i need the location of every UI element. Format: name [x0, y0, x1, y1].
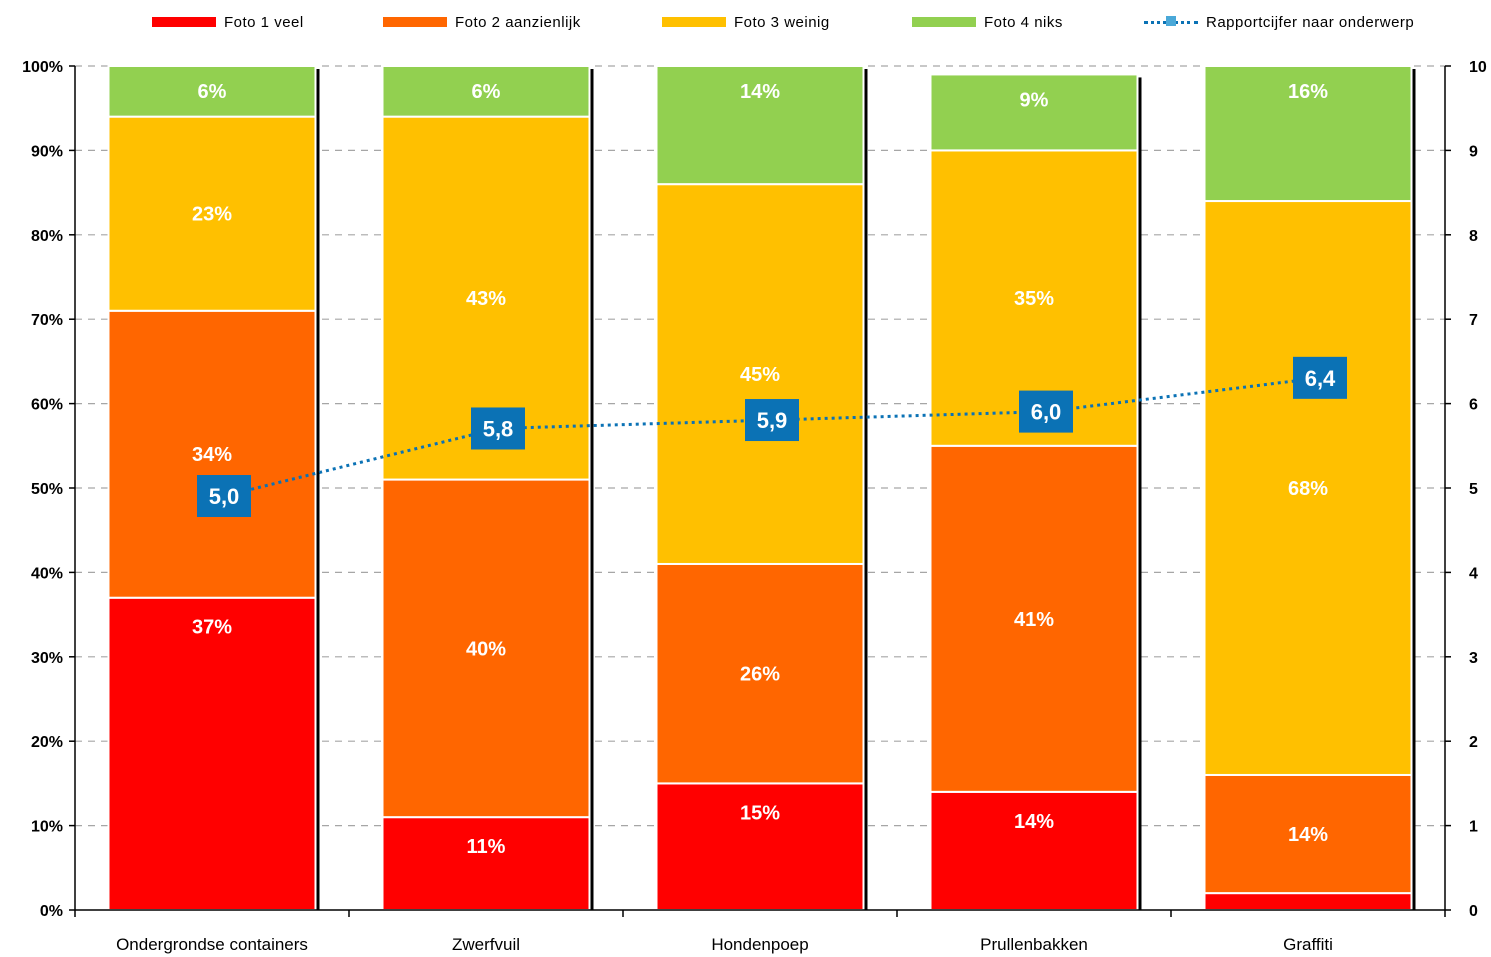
- rapportcijfer-marker: [197, 475, 251, 517]
- y-right-tick-label: 1: [1469, 819, 1478, 836]
- legend-line-rapportcijfer: [1144, 12, 1198, 32]
- rapportcijfer-marker: [1019, 390, 1073, 433]
- bar-segment: [107, 596, 317, 911]
- bar-data-label: 41%: [1014, 609, 1054, 631]
- bar-segment: [381, 816, 591, 911]
- bar-data-label: 35%: [1014, 288, 1054, 310]
- rapportcijfer-label: 5,8: [483, 416, 514, 441]
- bar-data-label: 6%: [472, 81, 501, 103]
- legend-item-foto-2: Foto 2 aanzienlijk: [383, 12, 581, 32]
- legend-swatch-foto-4: [912, 17, 976, 27]
- y-left-tick-label: 30%: [31, 650, 63, 667]
- bar-segment: [381, 478, 591, 819]
- bar-data-label: 9%: [1020, 89, 1049, 111]
- legend-label-foto-1: Foto 1 veel: [224, 13, 304, 31]
- category-label: Prullenbakken: [980, 935, 1088, 954]
- bar-data-label: 34%: [192, 444, 232, 466]
- bar-data-label: 14%: [1288, 824, 1328, 846]
- y-left-tick-label: 90%: [31, 143, 63, 160]
- bar-segment: [655, 65, 865, 186]
- bar-data-label: 11%: [467, 836, 506, 858]
- y-left-tick-label: 80%: [31, 228, 63, 245]
- legend-item-foto-4: Foto 4 niks: [912, 12, 1063, 32]
- legend-label-rapportcijfer: Rapportcijfer naar onderwerp: [1206, 13, 1415, 31]
- bar-data-label: 15%: [740, 802, 780, 824]
- y-right-tick-label: 0: [1469, 903, 1478, 920]
- y-left-tick-label: 60%: [31, 397, 63, 414]
- y-right-tick-label: 2: [1469, 734, 1478, 751]
- bar-shadow: [862, 69, 868, 910]
- bar-segment: [655, 562, 865, 785]
- bar-segment: [655, 782, 865, 912]
- y-left-tick-label: 70%: [31, 312, 63, 329]
- y-right-tick-label: 3: [1469, 650, 1478, 667]
- legend-label-foto-4: Foto 4 niks: [984, 13, 1063, 31]
- bar-data-label: 40%: [466, 638, 506, 660]
- legend-swatch-foto-2: [383, 17, 447, 27]
- bar-segment: [1203, 200, 1413, 776]
- bar-data-label: 68%: [1288, 478, 1328, 500]
- rapportcijfer-marker: [471, 407, 525, 450]
- bar-segment: [107, 115, 317, 312]
- y-left-tick-label: 40%: [31, 565, 63, 582]
- bar-shadow: [588, 69, 594, 910]
- bar-segment: [1203, 892, 1413, 911]
- y-right-tick-label: 10: [1469, 59, 1487, 76]
- y-left-tick-label: 0%: [40, 903, 63, 920]
- bar-segment: [929, 444, 1139, 793]
- bar-data-label: 16%: [1288, 81, 1328, 103]
- y-right-tick-label: 5: [1469, 481, 1478, 498]
- legend-label-foto-2: Foto 2 aanzienlijk: [455, 13, 581, 31]
- category-label: Hondenpoep: [711, 935, 808, 954]
- bar-data-label: 23%: [192, 204, 232, 226]
- bar-segment: [107, 309, 317, 599]
- legend-swatch-foto-3: [662, 17, 726, 27]
- legend-item-rapportcijfer: Rapportcijfer naar onderwerp: [1144, 12, 1414, 32]
- bar-data-label: 26%: [740, 664, 780, 686]
- bar-data-label: 14%: [740, 81, 780, 103]
- category-label: Ondergrondse containers: [116, 935, 308, 954]
- bar-data-label: 14%: [1014, 811, 1054, 833]
- y-right-tick-label: 8: [1469, 228, 1478, 245]
- rapportcijfer-marker: [1293, 356, 1347, 399]
- bar-segment: [1203, 65, 1413, 203]
- rapportcijfer-label: 6,4: [1305, 366, 1336, 391]
- bar-segment: [929, 73, 1139, 152]
- bar-data-label: 37%: [192, 617, 232, 639]
- y-right-tick-label: 4: [1469, 565, 1478, 582]
- legend-swatch-foto-1: [152, 17, 216, 27]
- bar-segment: [655, 183, 865, 565]
- bar-shadow: [314, 69, 320, 910]
- y-left-tick-label: 10%: [31, 819, 63, 836]
- bar-data-label: 45%: [740, 364, 780, 386]
- bar-shadow: [1410, 69, 1416, 910]
- y-left-tick-label: 20%: [31, 734, 63, 751]
- chart-legend: Foto 1 veel Foto 2 aanzienlijk Foto 3 we…: [0, 0, 1491, 44]
- bar-segment: [929, 790, 1139, 912]
- bar-shadow: [1136, 77, 1142, 910]
- bar-segment: [1203, 773, 1413, 895]
- bar-data-label: 43%: [466, 288, 506, 310]
- category-label: Graffiti: [1283, 935, 1333, 954]
- category-label: Zwerfvuil: [452, 935, 520, 954]
- rapportcijfer-label: 5,9: [757, 408, 788, 433]
- y-left-tick-label: 50%: [31, 481, 63, 498]
- y-right-tick-label: 6: [1469, 397, 1478, 414]
- bar-data-label: 6%: [198, 81, 227, 103]
- legend-item-foto-1: Foto 1 veel: [152, 12, 304, 32]
- rapportcijfer-label: 6,0: [1031, 400, 1062, 425]
- bar-segment: [107, 65, 317, 118]
- legend-label-foto-3: Foto 3 weinig: [734, 13, 830, 31]
- y-right-tick-label: 9: [1469, 143, 1478, 160]
- rapportcijfer-marker: [745, 399, 799, 442]
- bar-segment: [381, 65, 591, 118]
- y-right-tick-label: 7: [1469, 312, 1478, 329]
- rapportcijfer-label: 5,0: [209, 484, 240, 509]
- y-left-tick-label: 100%: [22, 59, 63, 76]
- legend-item-foto-3: Foto 3 weinig: [662, 12, 830, 32]
